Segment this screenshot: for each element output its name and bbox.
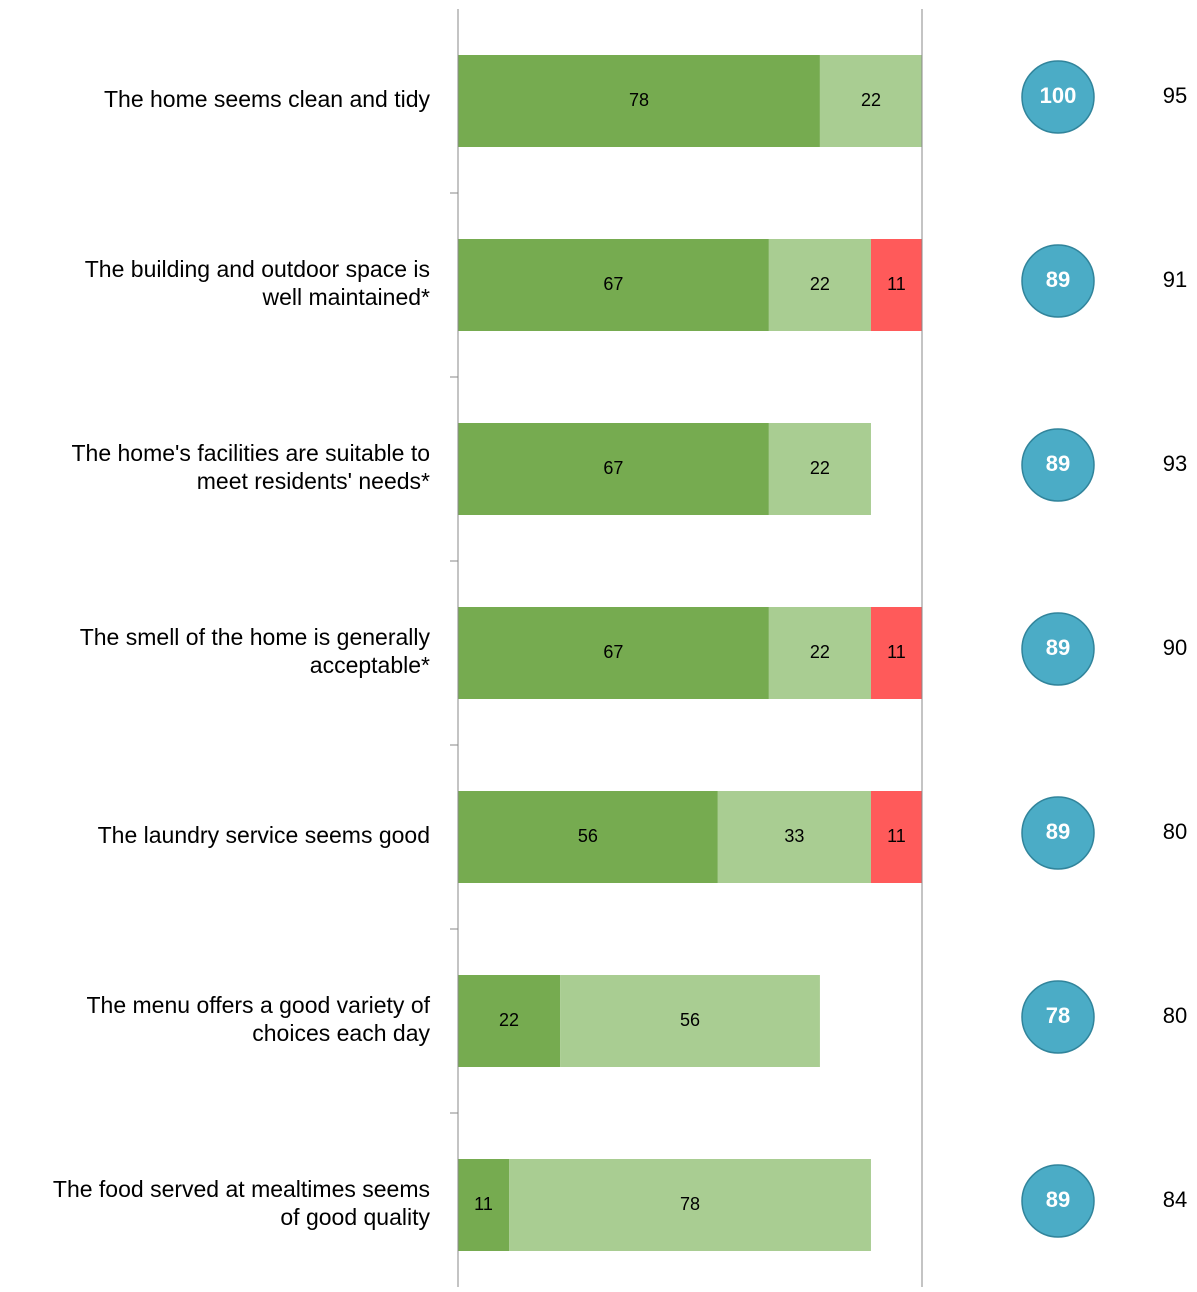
category-line: The home seems clean and tidy	[104, 86, 431, 112]
data-label: 78	[629, 90, 649, 110]
category-line: The home's facilities are suitable to	[71, 440, 430, 466]
comparison-label: 80	[1163, 1003, 1187, 1028]
bar-segment	[819, 55, 922, 147]
total-label: 78	[1046, 1003, 1070, 1028]
comparison-label: 95	[1163, 83, 1187, 108]
bar-segment	[870, 607, 922, 699]
bar-segment	[768, 423, 871, 515]
comparison-label: 84	[1163, 1187, 1187, 1212]
bar-segment	[458, 607, 769, 699]
bar-segment	[870, 791, 922, 883]
data-label: 67	[603, 458, 623, 478]
bar-segment	[768, 239, 871, 331]
category-label: The home seems clean and tidy	[104, 86, 431, 112]
category-line: The laundry service seems good	[98, 822, 430, 848]
total-badge	[1021, 796, 1095, 870]
data-label: 22	[810, 458, 830, 478]
total-label: 89	[1046, 267, 1070, 292]
data-label: 11	[887, 826, 906, 846]
total-badge	[1021, 612, 1095, 686]
total-badge	[1021, 980, 1095, 1054]
bar-segment	[560, 975, 820, 1067]
category-label: The laundry service seems good	[98, 822, 430, 848]
category-line: well maintained*	[262, 284, 431, 310]
total-badge	[1021, 428, 1095, 502]
category-line: choices each day	[252, 1020, 430, 1046]
data-label: 22	[861, 90, 881, 110]
category-label: The building and outdoor space is well ma…	[85, 256, 430, 310]
data-label: 56	[680, 1010, 700, 1030]
category-line: The food served at mealtimes seems	[53, 1176, 430, 1202]
bar-segment	[458, 1159, 510, 1251]
data-label: 22	[810, 274, 830, 294]
data-label: 11	[474, 1194, 493, 1214]
total-badge	[1021, 1164, 1095, 1238]
category-line: The menu offers a good variety of	[87, 992, 431, 1018]
total-badge	[1021, 244, 1095, 318]
data-label: 67	[603, 274, 623, 294]
category-line: The smell of the home is generally	[80, 624, 431, 650]
bar-segment	[509, 1159, 871, 1251]
bar-segment	[717, 791, 871, 883]
category-label: The smell of the home is generally accept…	[80, 624, 431, 678]
comparison-label: 93	[1163, 451, 1187, 476]
data-label: 22	[810, 642, 830, 662]
bar-segment	[458, 239, 769, 331]
data-label: 78	[680, 1194, 700, 1214]
bar-segment	[768, 607, 871, 699]
bar-segment	[458, 791, 718, 883]
data-label: 33	[784, 826, 804, 846]
comparison-label: 90	[1163, 635, 1187, 660]
category-label: The food served at mealtimes seems of goo…	[53, 1176, 431, 1230]
bar-segment	[458, 423, 769, 515]
bar-segment	[458, 55, 820, 147]
data-label: 22	[499, 1010, 519, 1030]
category-line: The building and outdoor space is	[85, 256, 430, 282]
data-label: 67	[603, 642, 623, 662]
total-badge	[1021, 60, 1095, 134]
category-label: The home's facilities are suitable to mee…	[71, 440, 430, 494]
total-label: 89	[1046, 819, 1070, 844]
total-label: 89	[1046, 1187, 1070, 1212]
data-label: 56	[578, 826, 598, 846]
data-label: 11	[887, 642, 906, 662]
bar-segment	[870, 239, 922, 331]
total-label: 89	[1046, 635, 1070, 660]
comparison-label: 91	[1163, 267, 1187, 292]
total-label: 89	[1046, 451, 1070, 476]
comparison-label: 80	[1163, 819, 1187, 844]
category-line: meet residents' needs*	[197, 468, 430, 494]
bar-segment	[458, 975, 561, 1067]
category-line: of good quality	[280, 1204, 430, 1230]
category-line: acceptable*	[310, 652, 430, 678]
total-label: 100	[1040, 83, 1077, 108]
data-label: 11	[887, 274, 906, 294]
category-label: The menu offers a good variety of choices…	[87, 992, 431, 1046]
